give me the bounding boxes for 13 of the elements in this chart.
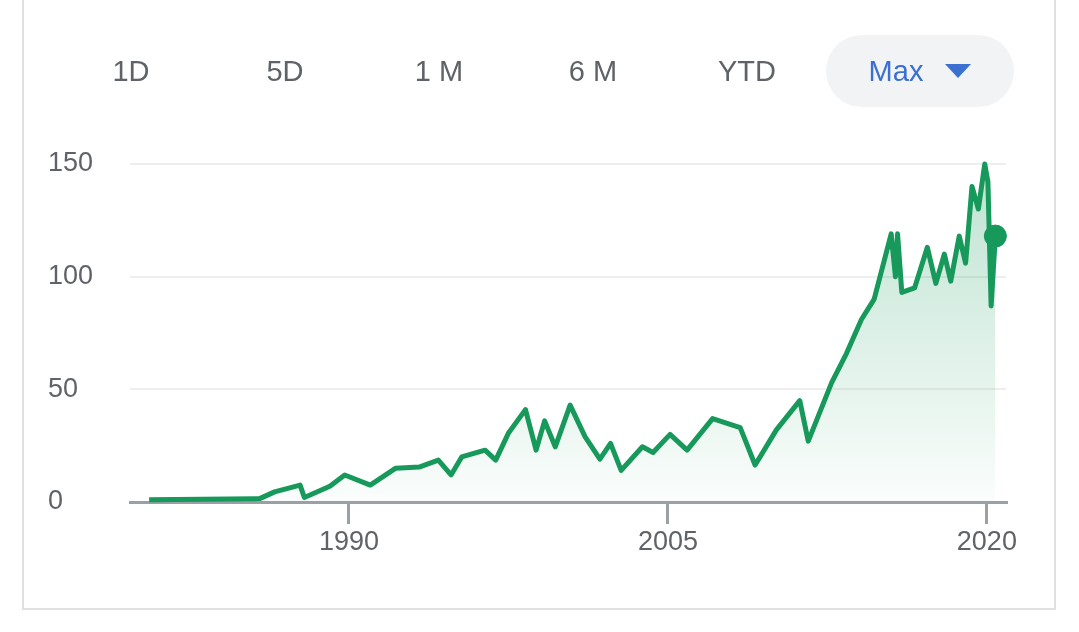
text: 5D xyxy=(266,54,304,88)
y-tick-label: 0 xyxy=(48,485,64,516)
x-tick-label: 2020 xyxy=(956,525,1017,556)
x-tick-label: 2005 xyxy=(637,525,698,556)
text: 6 M xyxy=(568,54,618,88)
text: YTD xyxy=(718,54,776,88)
text: Max xyxy=(868,54,924,88)
x-tick-label: 1990 xyxy=(318,525,380,556)
text: 1D xyxy=(112,54,150,88)
y-tick-label: 100 xyxy=(48,260,94,291)
y-tick-label: 150 xyxy=(48,147,94,178)
y-tick-label: 50 xyxy=(48,372,79,403)
text: 1 M xyxy=(414,54,464,88)
